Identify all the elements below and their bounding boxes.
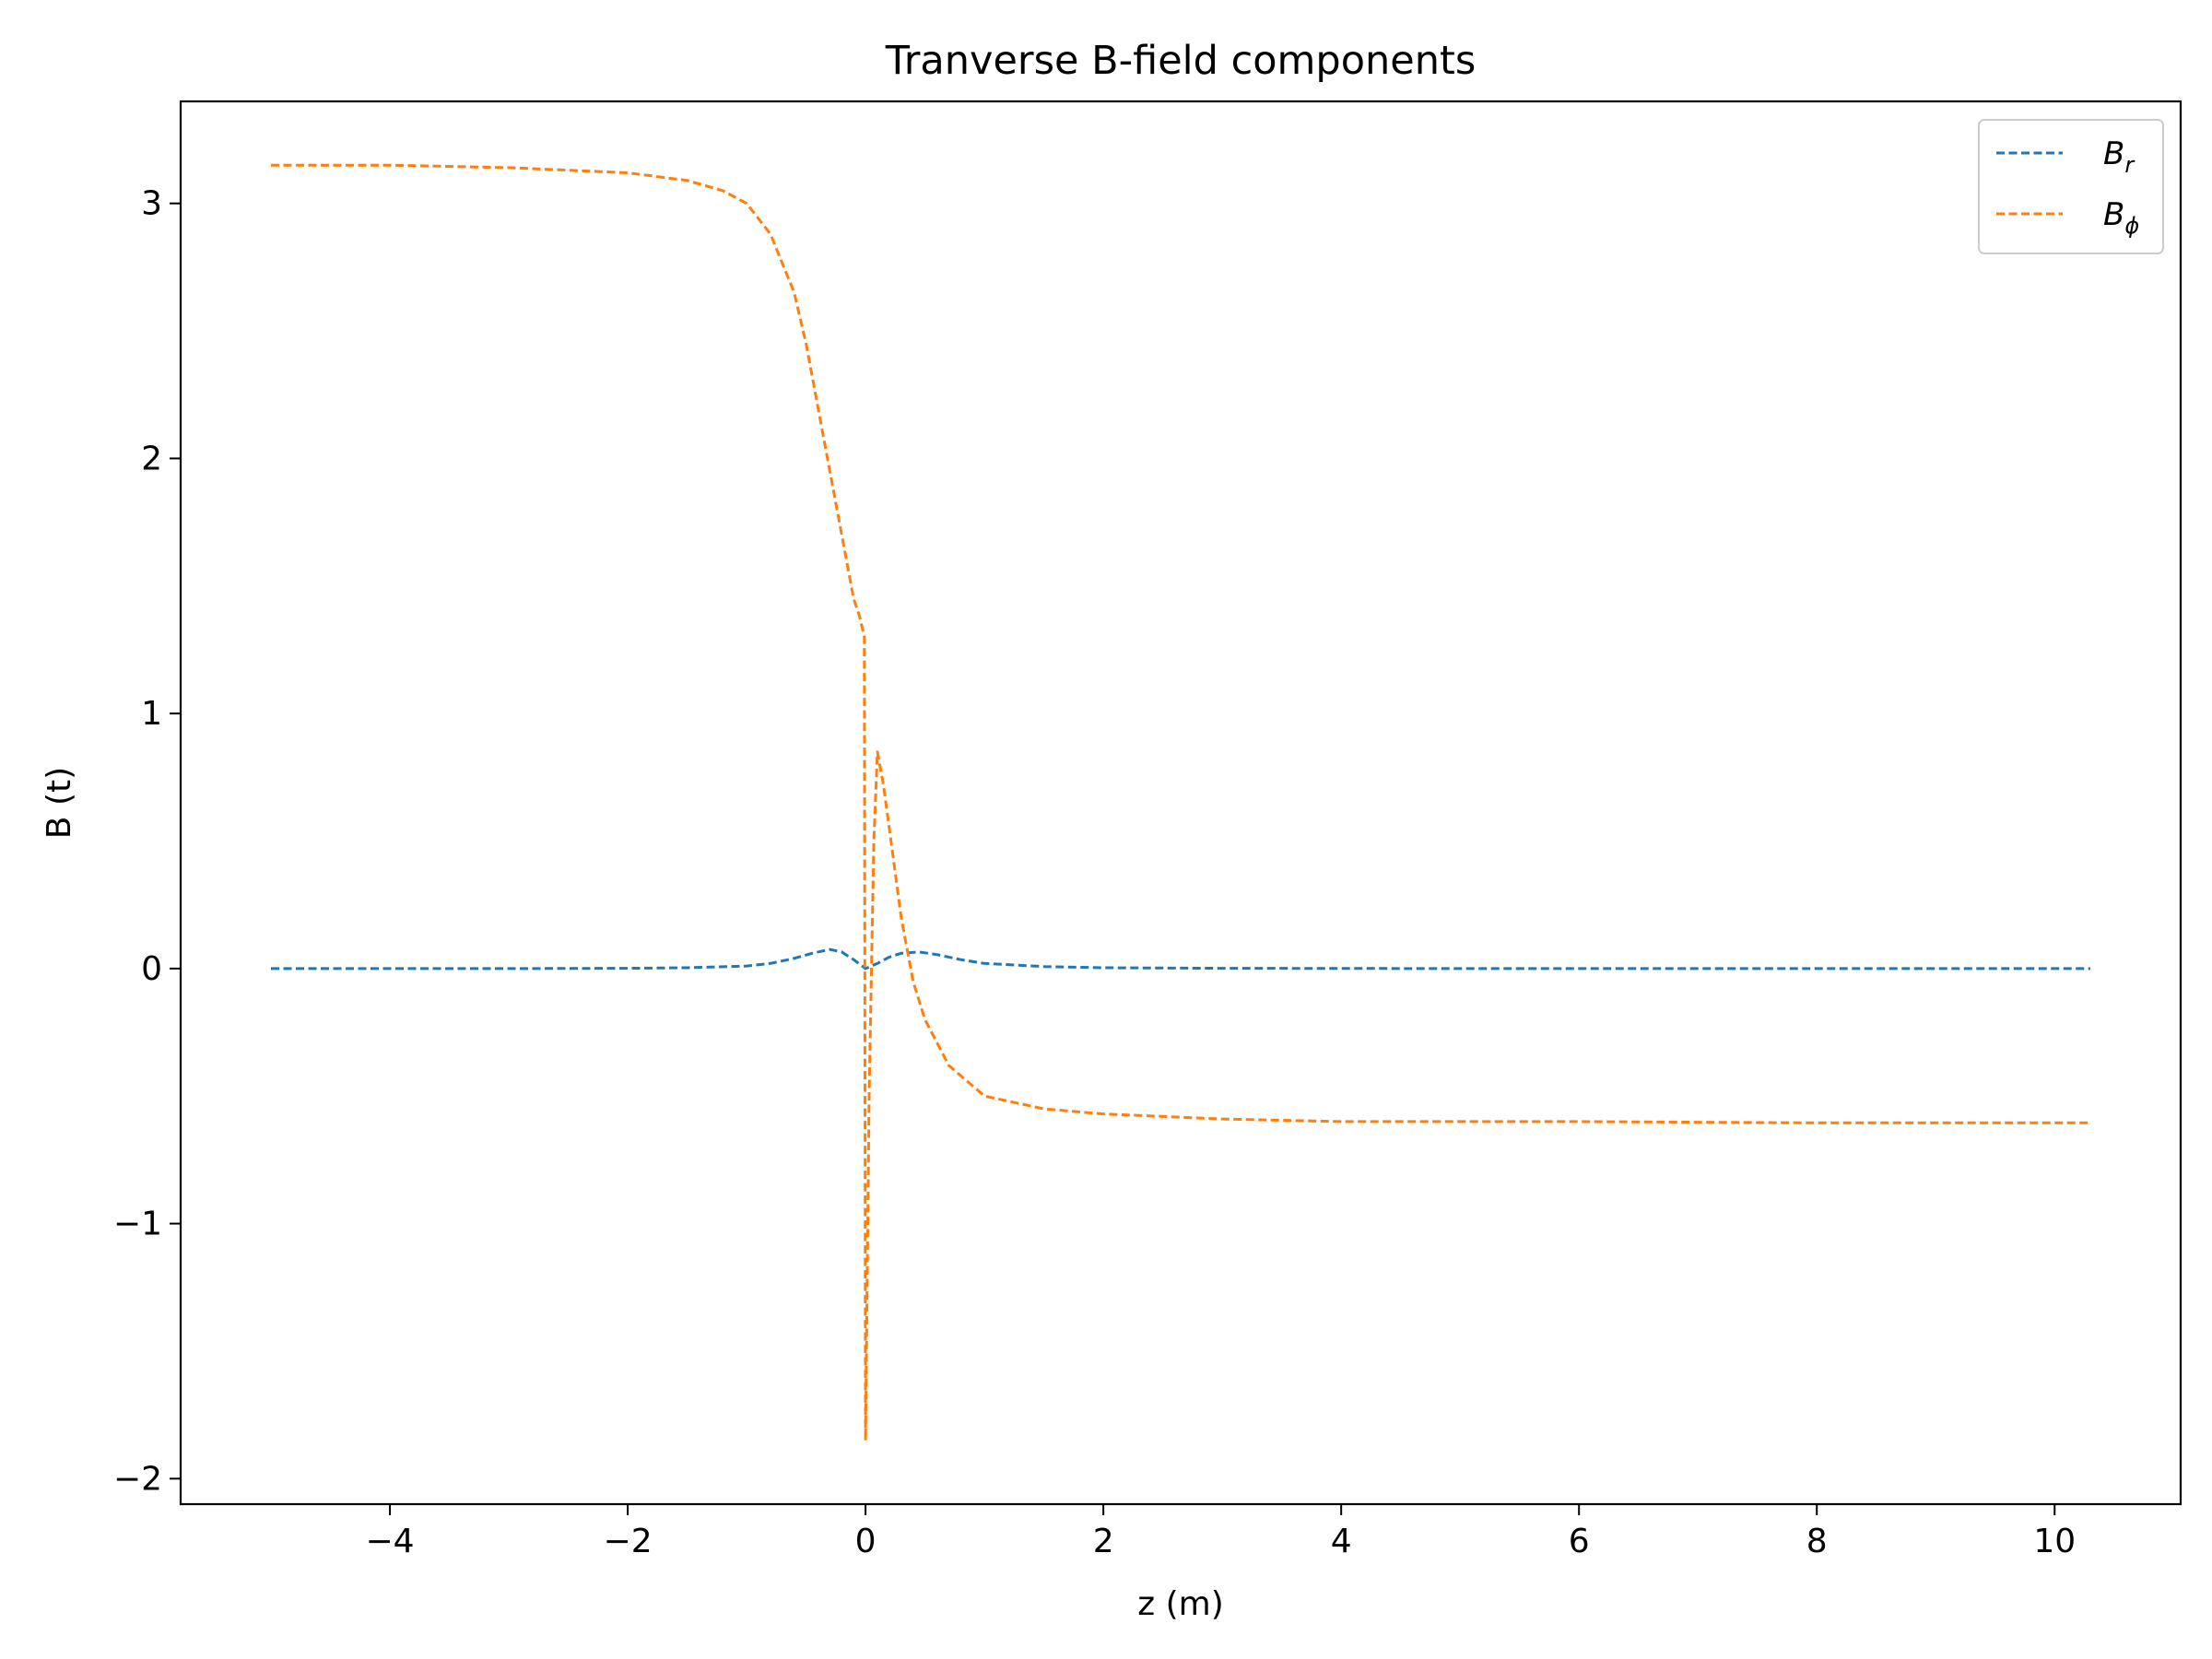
x-tick-label: 6 (1569, 1523, 1590, 1560)
x-tick-label: 0 (855, 1523, 877, 1560)
x-tick-label: 2 (1093, 1523, 1114, 1560)
x-tick-label: 4 (1331, 1523, 1352, 1560)
legend-label-subscript: ϕ (2124, 213, 2139, 239)
series-line-b-r (271, 947, 2090, 971)
legend-label-subscript: r (2124, 152, 2136, 178)
y-tick-label: 3 (141, 185, 162, 223)
y-axis-ticks: −2 −1 0 1 2 3 (113, 185, 181, 1498)
x-tick-label: 8 (1806, 1523, 1828, 1560)
legend-label: Br (2103, 135, 2136, 178)
x-tick-label: 10 (2033, 1523, 2076, 1560)
y-tick-label: −2 (113, 1460, 162, 1498)
x-axis-label: z (m) (1137, 1585, 1224, 1623)
y-axis-label: B (t) (41, 767, 78, 839)
x-tick-label: −2 (604, 1523, 653, 1560)
x-tick-label: −4 (366, 1523, 415, 1560)
chart-title: Tranverse B-field components (885, 38, 1476, 84)
x-axis-ticks: −4 −2 0 2 4 6 8 10 (366, 1504, 2076, 1560)
legend-label-main: B (2103, 135, 2124, 172)
series-line-b-phi (271, 163, 2090, 1442)
legend-label: Bϕ (2103, 196, 2139, 239)
plot-area (179, 100, 2183, 1506)
y-tick-label: −1 (113, 1206, 162, 1243)
series-layer (271, 163, 2090, 1442)
y-tick-label: 1 (141, 695, 162, 733)
y-tick-label: 0 (141, 950, 162, 988)
y-tick-label: 2 (141, 440, 162, 477)
axes-frame (179, 100, 2183, 1506)
legend-label-main: B (2103, 196, 2124, 233)
